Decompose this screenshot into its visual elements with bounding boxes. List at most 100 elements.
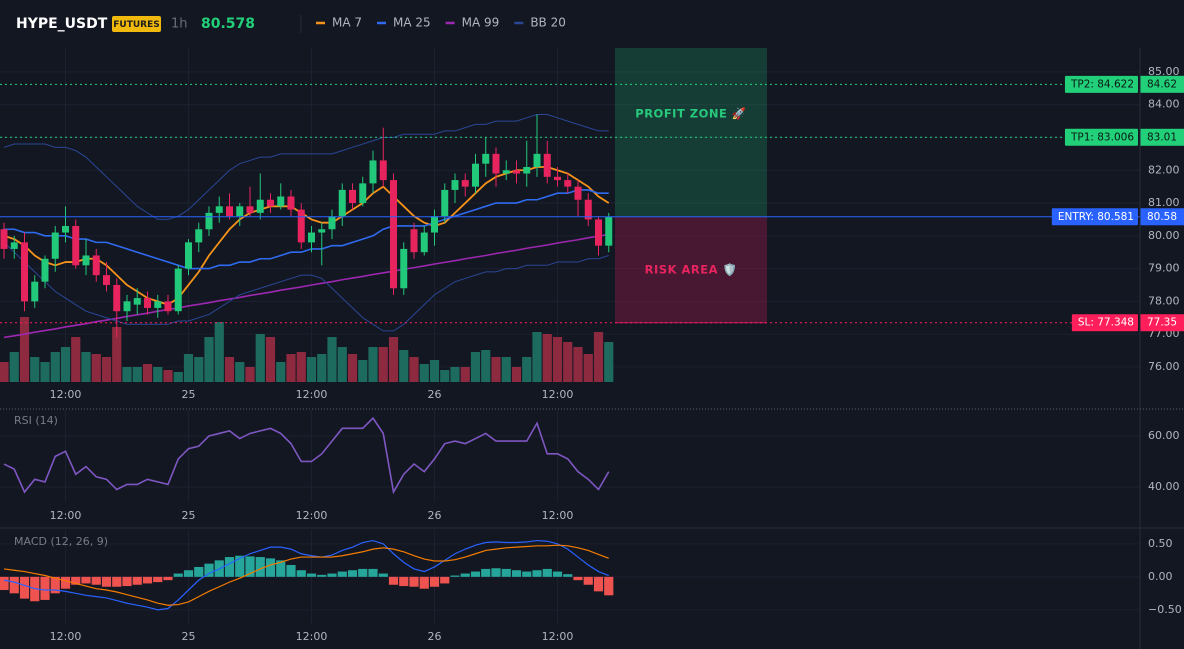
- candle-body: [513, 170, 520, 174]
- macd-hist-bar: [101, 576, 112, 587]
- candle-body: [195, 229, 203, 243]
- volume-bar: [224, 357, 235, 382]
- x-tick-label: 25: [182, 509, 196, 522]
- candle-body: [256, 199, 264, 213]
- candle-body: [543, 153, 551, 177]
- rsi-line: [3, 416, 610, 495]
- macd-hist-bar: [163, 576, 173, 581]
- volume-bar: [440, 370, 450, 382]
- macd-hist-bar: [470, 571, 481, 577]
- volume-bar: [265, 337, 276, 382]
- macd-hist-bar: [286, 564, 296, 577]
- macd-hist-bar: [583, 576, 593, 585]
- candle-body: [267, 199, 274, 207]
- candle-body: [113, 284, 121, 312]
- zone-label: RISK AREA 🛡️: [645, 262, 738, 276]
- badge-bg: [112, 16, 161, 32]
- candle-body: [349, 189, 356, 204]
- x-tick-label: 12:00: [50, 509, 82, 522]
- macd-hist-bar: [173, 573, 183, 577]
- level-label: TP2: 84.622: [1070, 78, 1134, 90]
- candle-body: [215, 206, 223, 213]
- macd-hist-bar: [542, 568, 552, 577]
- level-label: ENTRY: 80.581: [1058, 211, 1134, 223]
- x-tick-label: 26: [428, 630, 442, 643]
- volume-bar: [163, 370, 173, 382]
- ma-line: [4, 189, 609, 270]
- level-label-bg: [1071, 314, 1138, 332]
- volume-bar: [194, 357, 204, 382]
- candle-body: [154, 301, 162, 308]
- legend-label: BB 20: [530, 16, 566, 30]
- volume-bar: [358, 360, 368, 382]
- x-tick-label: 26: [428, 388, 442, 401]
- macd-hist-bar: [511, 570, 522, 577]
- legend-label: MA 99: [462, 16, 500, 30]
- level-axis-label: 84.62: [1147, 78, 1177, 90]
- macd-hist-bar: [347, 570, 358, 577]
- volume-bar: [204, 337, 214, 382]
- macd-hist-bar: [60, 576, 71, 589]
- macd-hist-bar: [501, 568, 511, 577]
- volume-bar: [388, 337, 399, 382]
- volume-bar: [306, 357, 317, 382]
- macd-hist-bar: [399, 576, 409, 587]
- volume-bar: [491, 357, 501, 382]
- macd-hist-bar: [296, 570, 306, 577]
- x-tick-label: 12:00: [50, 630, 82, 643]
- y-tick-label: 0.50: [1148, 537, 1173, 550]
- candle-body: [103, 275, 110, 285]
- macd-hist-bar: [50, 576, 60, 594]
- bb-upper: [3, 114, 609, 220]
- macd-hist-bar: [388, 576, 399, 585]
- macd-hist-bar: [491, 568, 501, 577]
- candle-body: [359, 183, 367, 204]
- macd-label: MACD (12, 26, 9): [14, 535, 108, 548]
- volume-bar: [50, 352, 60, 382]
- volume-bar: [460, 367, 470, 382]
- mark-layer: [0, 114, 614, 611]
- y-tick-label: 0.00: [1148, 570, 1173, 583]
- volume-bar: [399, 350, 409, 382]
- volume-bar: [327, 337, 337, 382]
- volume-bar: [511, 367, 522, 382]
- ma-line: [3, 233, 609, 339]
- candle-body: [41, 258, 49, 282]
- volume-bar: [40, 362, 50, 382]
- macd-hist-bar: [91, 576, 101, 585]
- candle-body: [164, 301, 172, 312]
- volume-bar: [101, 357, 112, 382]
- candle-body: [297, 209, 305, 243]
- macd-hist-bar: [204, 563, 214, 577]
- candle-body: [72, 225, 80, 266]
- volume-bar: [552, 337, 563, 382]
- y-tick-label: 78.00: [1148, 294, 1180, 307]
- macd-hist-bar: [194, 566, 204, 577]
- candle-body: [390, 180, 397, 289]
- volume-bar: [0, 362, 9, 382]
- badge: FUTURES: [113, 20, 159, 30]
- volume-bar: [409, 357, 419, 382]
- x-tick-label: 12:00: [542, 388, 574, 401]
- x-tick-label: 12:00: [542, 630, 574, 643]
- candle-body: [523, 166, 531, 174]
- volume-bar: [235, 362, 245, 382]
- y-tick-label: 81.00: [1148, 196, 1180, 209]
- macd-hist-bar: [481, 568, 491, 577]
- candle-body: [379, 160, 387, 181]
- macd-hist-bar: [593, 576, 604, 592]
- x-tick-label: 12:00: [542, 509, 574, 522]
- candle-body: [123, 301, 131, 312]
- candle-body: [369, 160, 377, 184]
- candle-body: [492, 153, 500, 174]
- macd-hist-bar: [0, 576, 9, 591]
- volume-bar: [122, 367, 132, 382]
- volume-bar: [112, 327, 122, 382]
- y-tick-label: 84.00: [1148, 98, 1180, 111]
- macd-hist-bar: [132, 576, 142, 585]
- macd-hist-bar: [378, 573, 388, 577]
- x-tick-label: 12:00: [50, 388, 82, 401]
- macd-hist-bar: [9, 576, 19, 594]
- volume-bar: [532, 332, 542, 382]
